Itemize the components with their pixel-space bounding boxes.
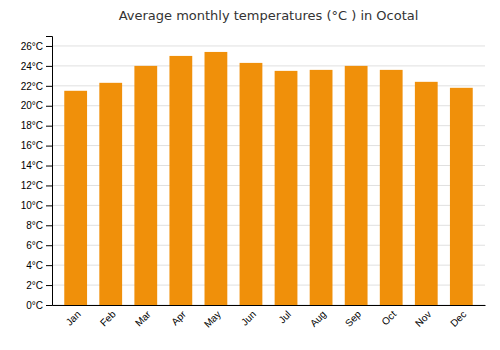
x-tick-label: Mar [133, 308, 153, 328]
y-tick-line [46, 225, 52, 226]
y-tick-label: 14°C [21, 160, 43, 171]
y-tick-line [46, 245, 52, 246]
y-tick: 8°C [26, 220, 52, 231]
y-tick-line [46, 305, 52, 306]
y-tick-line [46, 106, 52, 107]
x-tick: Jul [276, 305, 293, 325]
x-tick: Feb [98, 305, 118, 329]
bar [240, 63, 263, 305]
bar [450, 88, 473, 305]
y-tick-line [46, 205, 52, 206]
x-tick: May [202, 305, 223, 330]
y-tick-line [46, 66, 52, 67]
y-tick: 6°C [26, 240, 52, 251]
x-tick-label: May [202, 309, 223, 330]
x-tick-label: Apr [169, 308, 188, 327]
bars [64, 52, 472, 305]
y-tick-line [46, 265, 52, 266]
chart: Jan Feb Mar Apr May Jun Jul Aug Sep Oct Nov Dec 0°C 2… [0, 0, 500, 350]
bar [345, 66, 368, 305]
y-tick: 26°C [21, 41, 52, 52]
y-tick-line [46, 166, 52, 167]
x-tick-label: Nov [413, 309, 433, 329]
y-tick: 16°C [21, 140, 52, 151]
x-tick: Jun [239, 305, 258, 328]
y-tick: 20°C [21, 100, 52, 111]
y-tick: 10°C [21, 200, 52, 211]
y-tick: 22°C [21, 81, 52, 92]
x-tick-label: Aug [308, 309, 328, 329]
x-tick: Sep [343, 305, 364, 329]
y-tick-label: 6°C [26, 240, 43, 251]
bar [415, 82, 438, 305]
y-tick-label: 8°C [26, 220, 43, 231]
x-tick: Nov [413, 305, 433, 329]
x-axis: Jan Feb Mar Apr May Jun Jul Aug Sep Oct Nov Dec [53, 305, 486, 330]
y-tick-line [46, 126, 52, 127]
x-tick: Aug [308, 305, 328, 329]
bar [134, 66, 157, 305]
bar [99, 83, 122, 305]
x-tick: Jan [64, 305, 83, 328]
x-tick-label: Jun [239, 309, 258, 328]
x-tick: Mar [133, 305, 153, 329]
y-tick-label: 16°C [21, 140, 43, 151]
x-tick-label: Dec [448, 309, 468, 329]
x-tick-label: Sep [343, 308, 364, 329]
y-tick-label: 20°C [21, 100, 43, 111]
y-tick: 18°C [21, 120, 52, 131]
y-tick: 0°C [26, 300, 52, 311]
grid [52, 46, 485, 305]
y-tick: 14°C [21, 160, 52, 171]
y-tick-label: 10°C [21, 200, 43, 211]
y-tick: 2°C [26, 280, 52, 291]
x-tick-label: Oct [380, 308, 399, 327]
y-tick-label: 26°C [21, 41, 43, 52]
y-tick-line [46, 46, 52, 47]
y-tick-line [46, 86, 52, 87]
y-tick-label: 2°C [26, 280, 43, 291]
x-tick-label: Jan [64, 309, 83, 328]
bar [380, 70, 403, 305]
y-axis-line [46, 37, 53, 306]
y-tick-line [46, 185, 52, 186]
x-tick-label: Jul [276, 309, 293, 326]
x-tick: Apr [169, 305, 188, 327]
y-axis: 0°C 2°C 4°C 6°C 8°C 10°C 12°C 14°C 16°C 18°C 20°C 2… [21, 37, 53, 311]
bar [275, 71, 298, 305]
y-tick-label: 4°C [26, 260, 43, 271]
x-axis-line [53, 305, 486, 306]
y-tick-line [46, 146, 52, 147]
bar [64, 91, 87, 305]
bar [169, 56, 192, 305]
y-tick-label: 0°C [26, 300, 43, 311]
y-tick: 24°C [21, 61, 52, 72]
x-tick: Dec [448, 305, 468, 329]
x-tick-label: Feb [98, 308, 118, 328]
y-tick: 4°C [26, 260, 52, 271]
y-tick-label: 24°C [21, 61, 43, 72]
y-tick-label: 22°C [21, 81, 43, 92]
bar [205, 52, 228, 305]
y-tick-label: 12°C [21, 180, 43, 191]
title: Average monthly temperatures (°C ) in Oc… [119, 8, 419, 23]
y-tick: 12°C [21, 180, 52, 191]
grid-line [52, 65, 485, 66]
y-tick-label: 18°C [21, 120, 43, 131]
y-tick-line [46, 285, 52, 286]
grid-line [52, 45, 485, 46]
x-tick: Oct [380, 305, 399, 327]
bar [310, 70, 333, 305]
